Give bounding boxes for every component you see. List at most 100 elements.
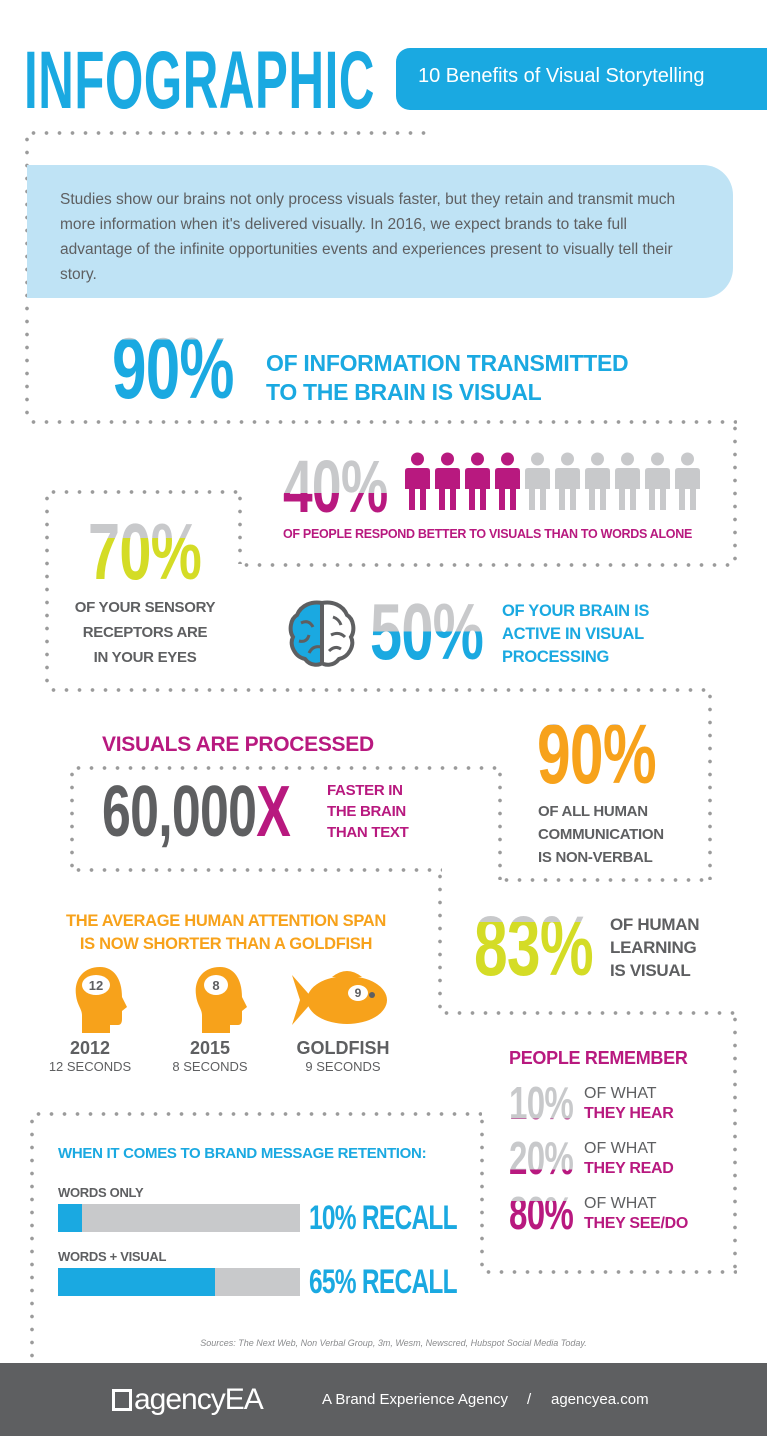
dotted-divider xyxy=(32,1112,482,1116)
attention-label: 2015 xyxy=(189,1038,231,1058)
heading-line: THE AVERAGE HUMAN ATTENTION SPAN xyxy=(65,912,387,930)
dotted-divider xyxy=(482,1270,737,1274)
attention-label: 2012 xyxy=(69,1038,111,1058)
person-icon xyxy=(585,452,610,510)
attention-2015: 2015 8 SECONDS xyxy=(160,1038,260,1074)
remember-bottom: THEY HEAR xyxy=(584,1105,674,1122)
brain-icon xyxy=(288,600,356,667)
remember-percent: 20% xyxy=(509,1132,574,1184)
stat-90-caption: OF INFORMATION TRANSMITTED TO THE BRAIN I… xyxy=(266,349,629,407)
stat-70-caption: OF YOUR SENSORY RECEPTORS ARE IN YOUR EYES xyxy=(50,595,240,670)
page-title: INFOGRAPHIC xyxy=(24,35,375,126)
agencyea-logo: agencyEA xyxy=(112,1383,264,1417)
caption-line: OF ALL HUMAN xyxy=(538,803,648,820)
person-icon xyxy=(495,452,520,510)
caption-line: COMMUNICATION xyxy=(538,826,664,843)
goldfish-icon: 9 xyxy=(292,971,387,1025)
remember-percent: 10% xyxy=(509,1077,574,1129)
dotted-divider xyxy=(440,1011,737,1015)
caption-line: LEARNING xyxy=(610,938,697,957)
logo-text: agencyEA xyxy=(134,1383,264,1416)
remember-percent: 80% xyxy=(509,1187,574,1239)
stat-90-nonverbal: 90% xyxy=(537,707,657,801)
subtitle: 10 Benefits of Visual Storytelling xyxy=(418,65,705,87)
dotted-divider xyxy=(30,1115,34,1360)
person-icon xyxy=(555,452,580,510)
caption-line: TO THE BRAIN IS VISUAL xyxy=(266,379,542,405)
caption-line: IN YOUR EYES xyxy=(93,649,197,666)
logo-mark-icon xyxy=(112,1389,132,1411)
caption-line: FASTER IN xyxy=(327,782,403,799)
recall-value: 65% RECALL xyxy=(309,1263,458,1301)
dotted-divider xyxy=(733,1013,737,1273)
dotted-divider xyxy=(27,131,432,135)
stat-90-info: 90% xyxy=(112,321,235,417)
stat-60000: 60,000X xyxy=(102,776,291,848)
stat-83: 83% xyxy=(474,899,594,993)
caption-line: THE BRAIN xyxy=(327,803,406,820)
tagline: A Brand Experience Agency xyxy=(322,1391,508,1408)
head-badge: 8 xyxy=(212,978,219,993)
stat-60000-value: 60,000 xyxy=(102,772,257,852)
caption-line: OF HUMAN xyxy=(610,915,700,934)
sources: Sources: The Next Web, Non Verbal Group,… xyxy=(200,1338,587,1348)
stat-70: 70% xyxy=(88,507,202,596)
heading-line: IS NOW SHORTER THAN A GOLDFISH xyxy=(79,935,373,953)
retention-heading: WHEN IT COMES TO BRAND MESSAGE RETENTION… xyxy=(58,1145,427,1162)
dotted-divider xyxy=(438,870,442,1013)
remember-bottom: THEY SEE/DO xyxy=(584,1215,688,1232)
head-badge: 12 xyxy=(89,978,103,993)
recall-bar xyxy=(58,1268,300,1296)
person-icon xyxy=(645,452,670,510)
dotted-divider xyxy=(47,688,712,692)
remember-caption: OF WHAT THEY READ xyxy=(584,1139,674,1179)
caption-line: THAN TEXT xyxy=(327,824,409,841)
footer: agencyEA A Brand Experience Agency / age… xyxy=(0,1363,767,1436)
subtitle-banner: 10 Benefits of Visual Storytelling xyxy=(396,48,767,110)
bar-label: WORDS ONLY xyxy=(58,1185,144,1200)
caption-line: OF YOUR SENSORY xyxy=(74,599,216,616)
caption-line: ACTIVE IN VISUAL xyxy=(502,625,644,643)
dotted-divider xyxy=(733,422,737,566)
remember-caption: OF WHAT THEY SEE/DO xyxy=(584,1194,688,1234)
stat-50: 50% xyxy=(370,587,484,676)
website-link[interactable]: agencyea.com xyxy=(551,1391,649,1408)
dotted-divider xyxy=(72,766,500,770)
stat-60000-caption: FASTER IN THE BRAIN THAN TEXT xyxy=(327,780,409,843)
dotted-divider xyxy=(70,768,74,870)
attention-2012: 2012 12 SECONDS xyxy=(40,1038,140,1074)
attention-sub: 9 SECONDS xyxy=(305,1059,381,1074)
recall-bar-fill xyxy=(58,1268,216,1296)
dotted-divider xyxy=(45,492,49,690)
attention-sub: 8 SECONDS xyxy=(172,1059,248,1074)
stat-83-caption: OF HUMAN LEARNING IS VISUAL xyxy=(610,913,700,982)
caption-line: OF YOUR BRAIN IS xyxy=(502,602,650,620)
dotted-divider xyxy=(47,490,242,494)
remember-bottom: THEY READ xyxy=(584,1160,674,1177)
stat-40-caption: OF PEOPLE RESPOND BETTER TO VISUALS THAN… xyxy=(283,527,692,541)
caption-line: OF INFORMATION TRANSMITTED xyxy=(266,350,629,376)
person-icon xyxy=(435,452,460,510)
recall-value: 10% RECALL xyxy=(309,1199,458,1237)
dotted-divider xyxy=(27,420,737,424)
remember-top: OF WHAT xyxy=(584,1195,657,1212)
person-icon xyxy=(465,452,490,510)
head-icon: 8 xyxy=(195,967,247,1033)
dotted-divider xyxy=(500,878,710,882)
people-remember-heading: PEOPLE REMEMBER xyxy=(509,1048,688,1068)
separator: / xyxy=(527,1391,532,1408)
person-icon xyxy=(405,452,430,510)
person-icon xyxy=(675,452,700,510)
stat-60000-x: X xyxy=(256,772,291,852)
intro-panel: Studies show our brains not only process… xyxy=(27,165,733,298)
dotted-divider xyxy=(708,690,712,880)
dotted-divider xyxy=(72,868,442,872)
attention-label: GOLDFISH xyxy=(296,1038,390,1058)
caption-line: RECEPTORS ARE xyxy=(82,624,208,641)
attention-sub: 12 SECONDS xyxy=(48,1059,132,1074)
attention-goldfish: GOLDFISH 9 SECONDS xyxy=(283,1038,403,1074)
person-icon xyxy=(525,452,550,510)
head-icon: 12 xyxy=(75,967,127,1033)
visuals-heading: VISUALS ARE PROCESSED xyxy=(102,733,374,756)
caption-line: IS VISUAL xyxy=(610,961,691,980)
